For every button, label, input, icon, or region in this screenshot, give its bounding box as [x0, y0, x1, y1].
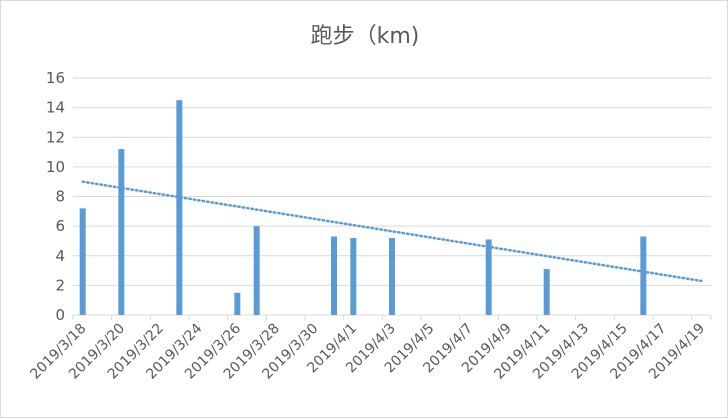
trendline — [81, 180, 703, 283]
trend-layer — [81, 180, 703, 283]
bar — [331, 236, 337, 315]
y-tick-label: 16 — [46, 69, 65, 87]
bar — [485, 239, 492, 315]
bar — [234, 292, 241, 315]
x-axis-ticks: 2019/3/182019/3/202019/3/222019/3/242019… — [27, 320, 708, 382]
bar — [543, 269, 550, 315]
y-tick-label: 0 — [55, 306, 65, 324]
bar — [389, 237, 395, 315]
y-tick-label: 10 — [46, 158, 65, 176]
bar — [253, 226, 260, 315]
y-tick-label: 8 — [55, 188, 65, 206]
y-tick-label: 12 — [46, 128, 65, 146]
chart-title: 跑步（km) — [311, 24, 420, 49]
bar — [79, 208, 86, 315]
bars-layer — [79, 100, 647, 315]
bar — [118, 149, 125, 315]
y-tick-label: 14 — [46, 99, 65, 117]
y-tick-label: 6 — [55, 217, 65, 235]
bar — [176, 100, 183, 315]
y-tick-label: 2 — [55, 276, 65, 294]
bar — [350, 237, 357, 315]
y-tick-label: 4 — [55, 247, 65, 265]
y-axis-ticks: 0 2 4 6 8 10 12 14 16 — [46, 69, 65, 324]
bar — [640, 236, 647, 315]
